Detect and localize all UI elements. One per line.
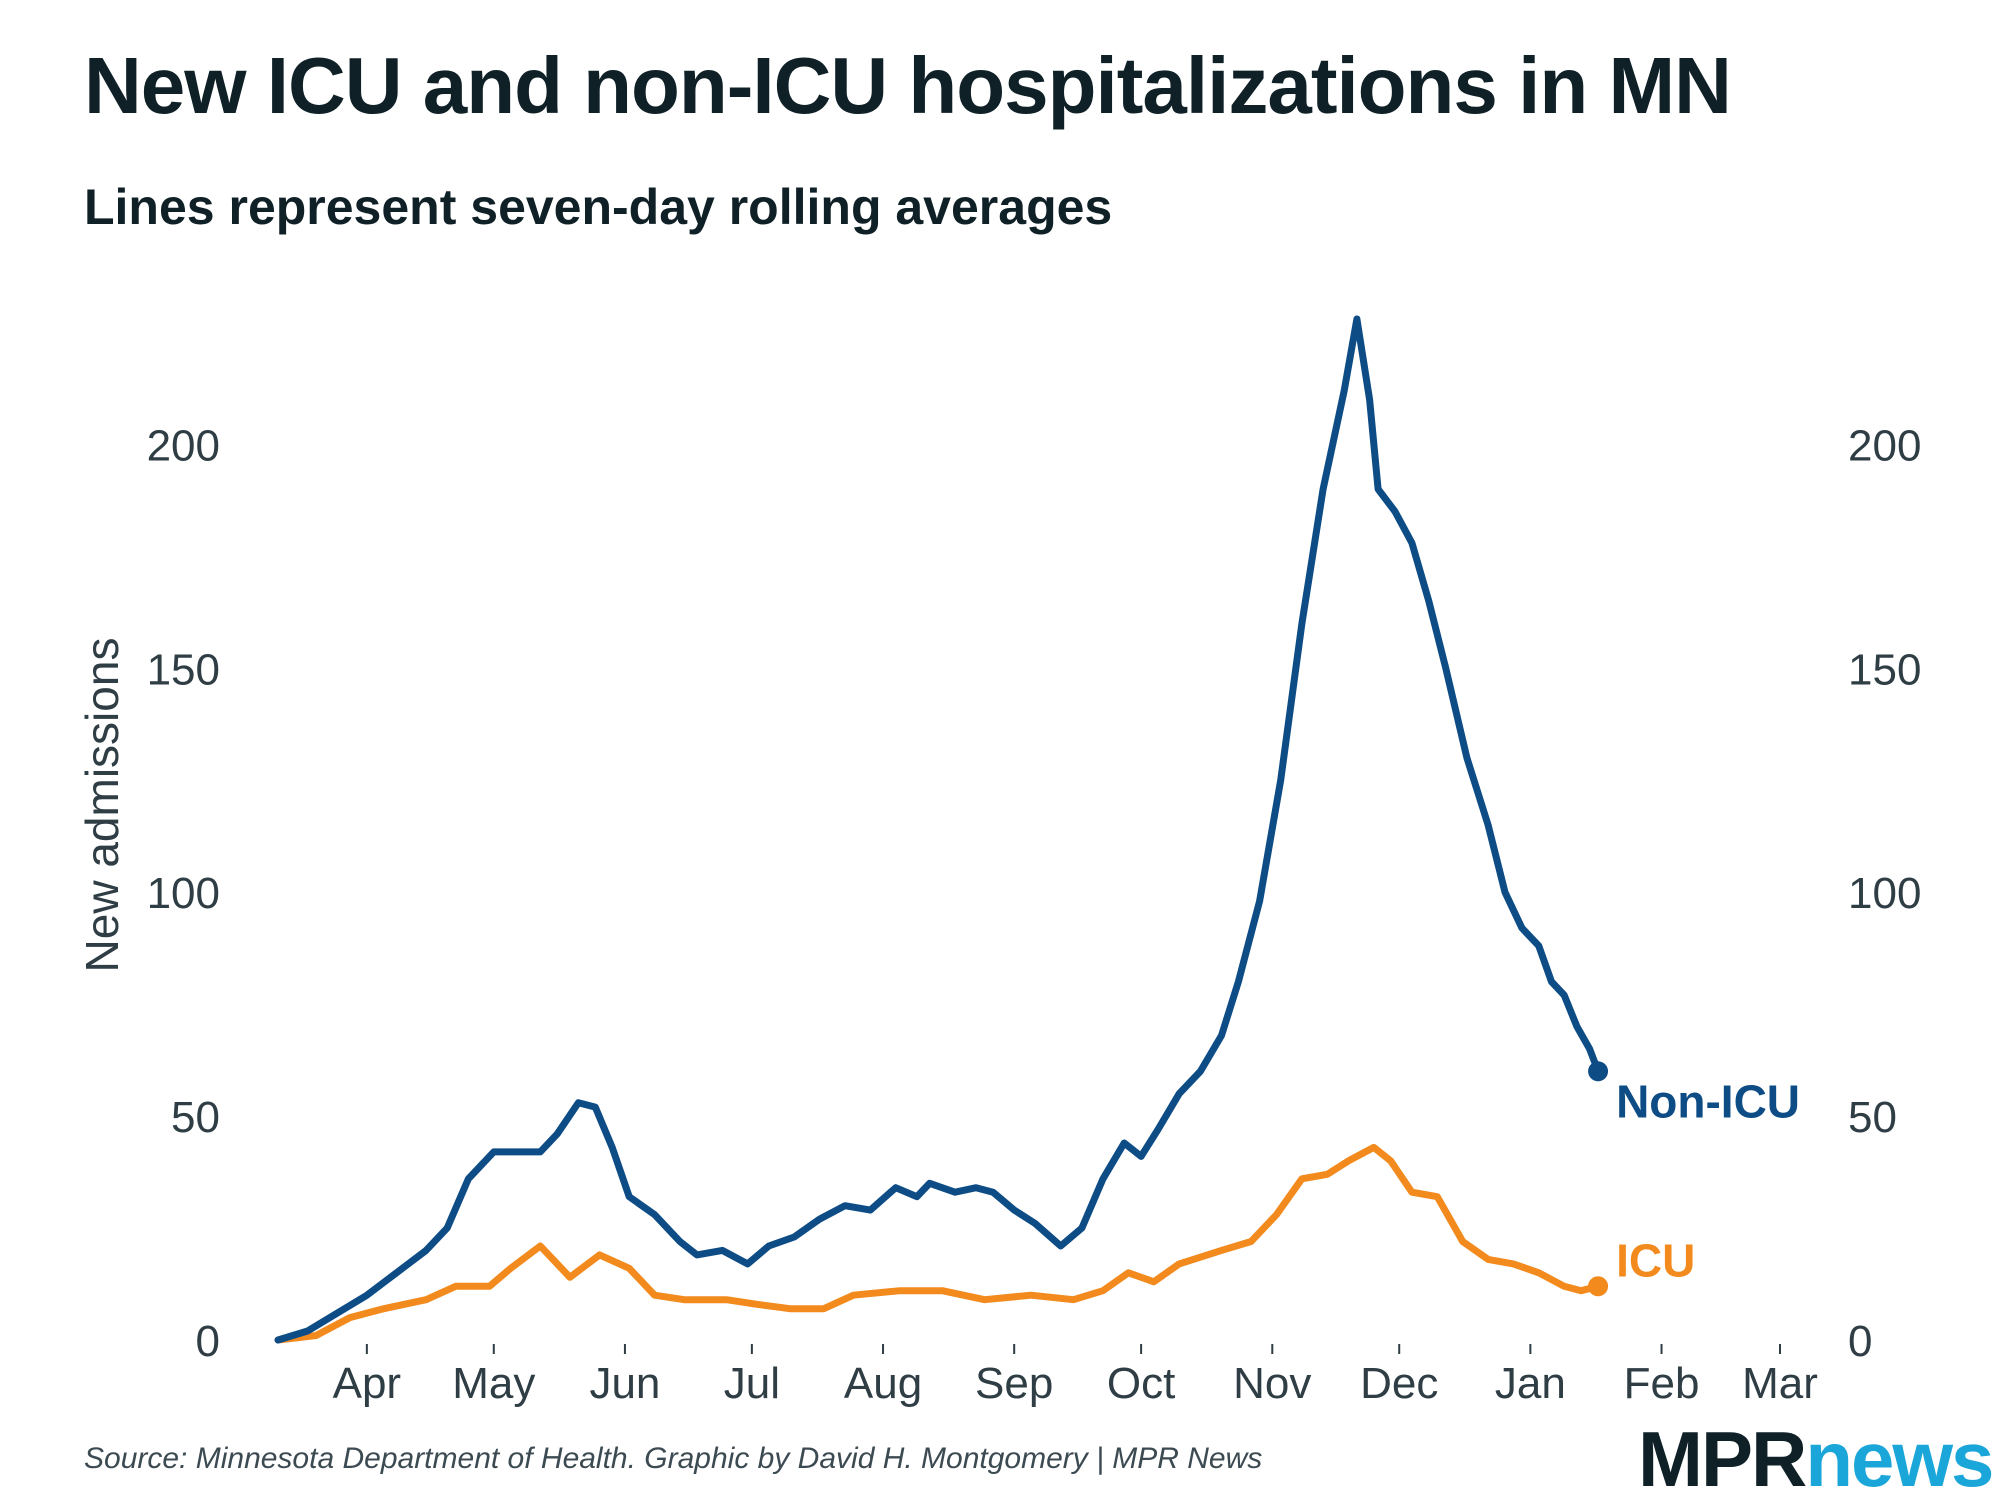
- series-line-non-icu: [274, 315, 1602, 1344]
- x-tick-label: Feb: [1624, 1359, 1700, 1408]
- y-tick-label-right: 200: [1848, 421, 1921, 470]
- chart-title: New ICU and non-ICU hospitalizations in …: [84, 41, 1732, 130]
- y-tick-label-left: 100: [147, 869, 220, 918]
- mpr-news-logo: MPRnews: [1638, 1420, 1994, 1498]
- chart-subtitle: Lines represent seven-day rolling averag…: [84, 179, 1113, 235]
- y-tick-label-left: 0: [196, 1317, 220, 1366]
- x-tick-label: Jun: [589, 1359, 660, 1408]
- x-axis: Apr May Jun Jul Aug Sep Oct Nov Dec Jan Feb Mar: [333, 1344, 1818, 1408]
- y-tick-label-right: 150: [1848, 645, 1921, 694]
- source-note: Source: Minnesota Department of Health. …: [84, 1442, 1263, 1475]
- x-tick-label: Jan: [1495, 1359, 1566, 1408]
- y-axis-label: New admissions: [76, 638, 128, 973]
- x-tick-label: Jul: [724, 1359, 780, 1408]
- logo-news: news: [1805, 1415, 1994, 1503]
- x-tick-label: Aug: [844, 1359, 922, 1408]
- x-tick-label: Nov: [1233, 1359, 1311, 1408]
- series-label-icu: ICU: [1616, 1234, 1695, 1286]
- x-tick-label: Sep: [975, 1359, 1053, 1408]
- y-tick-label-right: 50: [1848, 1093, 1897, 1142]
- x-tick-label: Oct: [1107, 1359, 1175, 1408]
- y-tick-label-right: 100: [1848, 869, 1921, 918]
- y-axis-left: 0 50 100 150 200: [147, 421, 220, 1366]
- y-tick-label-left: 50: [171, 1093, 220, 1142]
- x-tick-label: Mar: [1742, 1359, 1818, 1408]
- y-tick-label-left: 200: [147, 421, 220, 470]
- y-tick-label-left: 150: [147, 645, 220, 694]
- x-tick-label: Dec: [1360, 1359, 1438, 1408]
- series-line-icu: [274, 1143, 1602, 1344]
- series-end-point-icu: [1588, 1276, 1609, 1297]
- x-tick-label: Apr: [333, 1359, 401, 1408]
- series-layer: ICU Non-ICU: [274, 315, 1800, 1344]
- y-tick-label-right: 0: [1848, 1317, 1872, 1366]
- logo-mpr: MPR: [1638, 1415, 1807, 1503]
- series-end-point-non-icu: [1588, 1061, 1609, 1082]
- x-tick-label: May: [452, 1359, 535, 1408]
- series-label-non-icu: Non-ICU: [1616, 1075, 1800, 1127]
- y-axis-right: 0 50 100 150 200: [1848, 421, 1921, 1366]
